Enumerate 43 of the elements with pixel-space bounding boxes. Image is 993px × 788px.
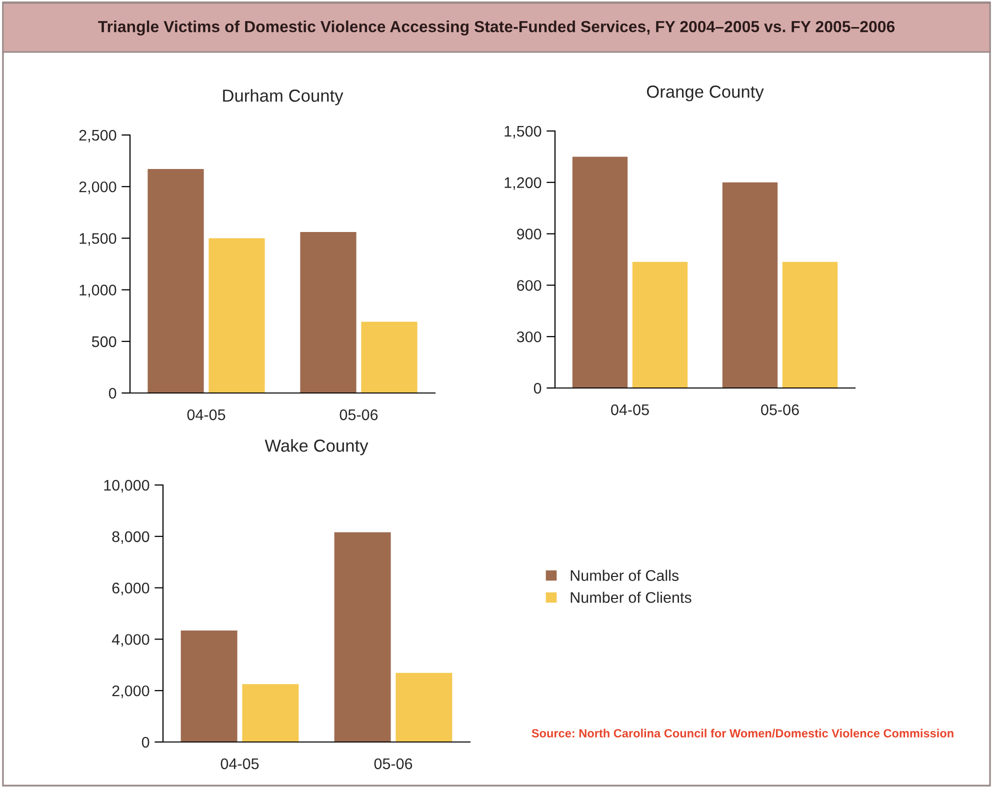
y-tick-label: 0 (108, 388, 116, 399)
y-tick-label: 4,000 (112, 634, 150, 647)
y-tick-label: 6,000 (112, 582, 150, 596)
bar (242, 684, 299, 742)
y-tick-label: 1,200 (504, 177, 542, 190)
y-tick-label: 0 (142, 736, 150, 748)
bar (148, 169, 204, 393)
y-tick-label: 2,000 (112, 685, 150, 698)
y-tick-label: 10,000 (104, 480, 150, 492)
legend-label: Number of Calls (570, 570, 679, 581)
text: Triangle Victims of Domestic Violence Accessing State-Funded Services, FY 2004–2005 vs. FY 2005–2006 (98, 20, 895, 36)
y-tick-label: 1,500 (80, 233, 116, 246)
y-tick-label: 1,000 (80, 284, 116, 298)
chart-title: Durham County (223, 89, 344, 106)
bar (632, 262, 688, 388)
y-tick-label: 900 (517, 228, 542, 240)
x-tick-label: 04-05 (611, 404, 649, 416)
bar (782, 262, 838, 388)
bar (334, 532, 391, 742)
x-tick-label: 05-06 (340, 409, 378, 420)
bar (572, 156, 628, 388)
bar (722, 182, 778, 388)
bar (208, 238, 265, 393)
source-note: Source: North Carolina Council for Women/Domestic Violence Commission (532, 728, 954, 738)
chart-title: Wake County (264, 439, 368, 456)
y-tick-label: 300 (516, 331, 542, 342)
x-tick-label: 05-06 (374, 758, 412, 770)
bar (396, 672, 452, 742)
x-tick-label: 04-05 (220, 758, 259, 770)
y-tick-label: 2,000 (79, 181, 116, 194)
bar (300, 232, 356, 393)
y-tick-label: 600 (517, 280, 542, 291)
legend-label: Number of Clients (570, 592, 692, 603)
x-tick-label: 04-05 (187, 409, 226, 420)
y-tick-label: 500 (92, 336, 116, 348)
x-tick-label: 05-06 (761, 404, 799, 416)
y-tick-label: 1,500 (504, 126, 542, 138)
y-tick-label: 2,500 (79, 130, 116, 142)
bar (180, 630, 238, 742)
y-tick-label: 8,000 (112, 531, 150, 544)
chart-title: Orange County (646, 86, 764, 102)
bar (361, 322, 418, 393)
y-tick-label: 0 (534, 382, 542, 394)
